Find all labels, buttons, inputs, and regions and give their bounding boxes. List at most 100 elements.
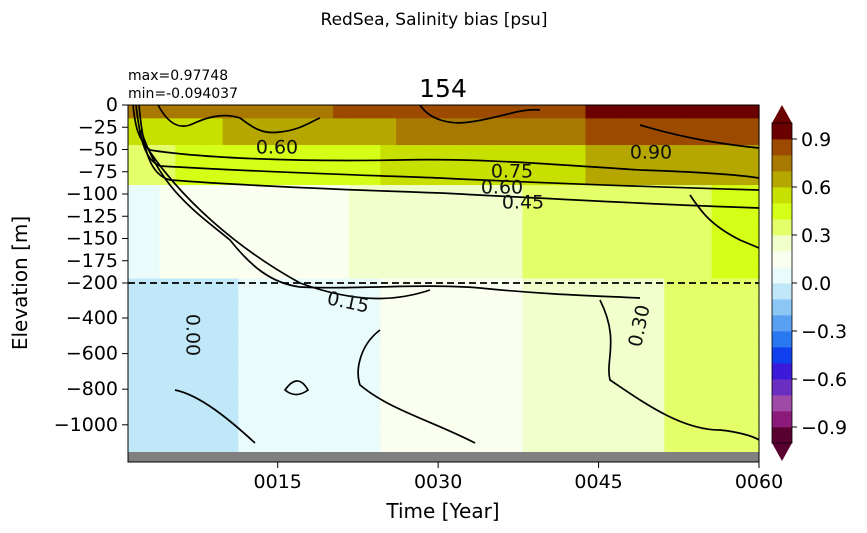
heatmap-cell (538, 265, 555, 280)
heatmap-cell (317, 185, 334, 200)
heatmap-cell (206, 305, 224, 320)
x-tick-label: 0030 (414, 471, 462, 493)
x-tick-label: 0045 (574, 471, 622, 493)
heatmap-cell (538, 225, 555, 240)
heatmap-cell (648, 145, 665, 159)
heatmap-cell (711, 105, 729, 119)
heatmap-cell (254, 438, 271, 453)
heatmap-cell (128, 318, 145, 333)
heatmap-cell (238, 118, 255, 133)
heatmap-cell (206, 291, 224, 306)
heatmap-cell (317, 198, 334, 213)
heatmap-cell (238, 198, 255, 213)
heatmap-cell (301, 398, 318, 413)
heatmap-cell (364, 211, 382, 226)
heatmap-cell (490, 318, 508, 333)
heatmap-cell (285, 385, 303, 400)
heatmap-cell (601, 425, 618, 440)
heatmap-cell (475, 385, 492, 400)
heatmap-cell (648, 411, 665, 426)
heatmap-cell (380, 145, 397, 159)
colorbar-swatch (772, 395, 792, 412)
heatmap-cell (553, 385, 571, 400)
heatmap-cell (490, 225, 508, 240)
heatmap-cell (617, 438, 634, 453)
heatmap-cell (396, 345, 413, 360)
heatmap-cell (269, 185, 287, 200)
heatmap-cell (617, 385, 634, 400)
heatmap-cell (743, 158, 760, 173)
heatmap-cell (285, 358, 303, 373)
heatmap-cell (648, 211, 665, 226)
heatmap-cell (411, 171, 429, 186)
heatmap-cell (143, 225, 161, 240)
heatmap-cell (411, 145, 429, 159)
heatmap-cell (727, 185, 744, 200)
heatmap-cell (396, 265, 413, 280)
heatmap-cell (301, 425, 318, 440)
heatmap-cell (380, 158, 397, 173)
heatmap-cell (285, 171, 303, 186)
heatmap-cell (427, 438, 445, 453)
heatmap-cell (128, 185, 145, 200)
heatmap-cell (475, 198, 492, 213)
heatmap-cell (143, 425, 161, 440)
heatmap-cell (175, 225, 192, 240)
heatmap-cell (285, 425, 303, 440)
heatmap-cell (159, 251, 176, 266)
colorbar-swatch (772, 411, 792, 428)
heatmap-cell (459, 158, 476, 173)
heatmap-cell (269, 345, 287, 360)
heatmap-cell (175, 438, 192, 453)
heatmap-cell (191, 411, 208, 426)
heatmap-cell (191, 225, 208, 240)
heatmap-cell (159, 358, 176, 373)
heatmap-cell (632, 158, 650, 173)
heatmap-cell (680, 118, 697, 133)
heatmap-cell (695, 171, 713, 186)
heatmap-cell (490, 305, 508, 320)
heatmap-cell (427, 131, 445, 146)
heatmap-cell (238, 425, 255, 440)
heatmap-cell (301, 358, 318, 373)
heatmap-cell (664, 331, 681, 346)
heatmap-cell (443, 371, 460, 386)
heatmap-cell (364, 198, 382, 213)
heatmap-cell (617, 411, 634, 426)
heatmap-cell (238, 358, 255, 373)
heatmap-cell (727, 278, 744, 293)
heatmap-cell (333, 158, 350, 173)
heatmap-cell (538, 145, 555, 159)
heatmap-cell (238, 158, 255, 173)
heatmap-cell (475, 118, 492, 133)
heatmap-cell (348, 385, 366, 400)
heatmap-cell (648, 371, 665, 386)
heatmap-cell (206, 158, 224, 173)
heatmap-cell (175, 211, 192, 226)
heatmap-cell (269, 118, 287, 133)
heatmap-cell (396, 438, 413, 453)
heatmap-cell (333, 225, 350, 240)
heatmap-cell (333, 278, 350, 293)
heatmap-cell (475, 265, 492, 280)
y-axis: 0−25−50−75−100−125−150−175−200 −400 −600 −8… (54, 94, 128, 436)
heatmap-cell (128, 398, 145, 413)
heatmap-cell (569, 411, 587, 426)
heatmap-cell (364, 318, 382, 333)
heatmap-cell (348, 278, 366, 293)
heatmap-cell (585, 185, 602, 200)
contour-line (357, 329, 476, 444)
heatmap-cell (301, 105, 318, 119)
heatmap-cell (364, 158, 382, 173)
heatmap-cell (222, 198, 240, 213)
x-axis-label: Time [Year] (385, 499, 499, 523)
heatmap-cell (317, 225, 334, 240)
heatmap-cell (143, 211, 161, 226)
heatmap-cell (191, 291, 208, 306)
heatmap-cell (617, 105, 634, 119)
heatmap-cell (128, 331, 145, 346)
heatmap-cell (711, 211, 729, 226)
heatmap-cell (348, 398, 366, 413)
heatmap-cell (569, 118, 587, 133)
heatmap-cell (333, 398, 350, 413)
